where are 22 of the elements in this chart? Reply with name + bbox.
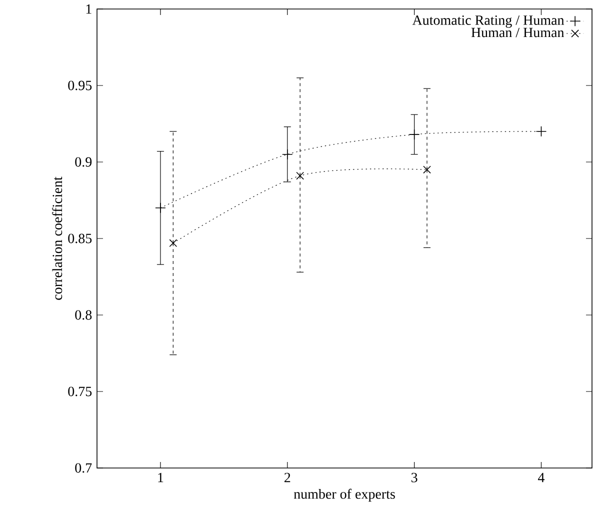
x-tick-label: 1 [158,472,164,482]
x-tick-label: 2 [284,472,290,482]
legend-label: Automatic Rating / Human [412,15,564,28]
x-tick-label: 3 [411,472,418,482]
y-tick-label: 0.8 [75,310,92,320]
legend-label: Human / Human [471,28,564,38]
y-tick-label: 1 [86,4,92,14]
y-tick-label: 0.85 [68,234,92,244]
y-tick-label: 0.9 [75,157,92,167]
point [423,166,431,174]
point [282,148,293,160]
point [536,126,547,137]
x-tick-label: 4 [538,472,545,482]
y-tick-label: 0.75 [68,386,92,396]
y-tick-label: 0.95 [68,80,92,90]
y-tick-label: 0.7 [75,463,92,473]
point [296,172,304,180]
point [408,129,420,140]
point [155,202,166,214]
y-axis-title: correlation coefficient [52,176,62,300]
x-axis-title: number of experts [294,488,395,502]
point [169,239,178,248]
